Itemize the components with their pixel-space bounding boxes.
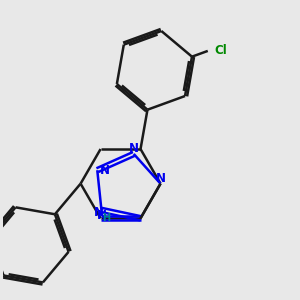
Text: Cl: Cl [214,44,227,57]
Text: N: N [96,209,106,222]
Text: N: N [129,142,139,155]
Text: N: N [155,172,166,185]
Text: H: H [102,213,110,223]
Text: N: N [94,206,103,219]
Text: N: N [100,164,110,177]
